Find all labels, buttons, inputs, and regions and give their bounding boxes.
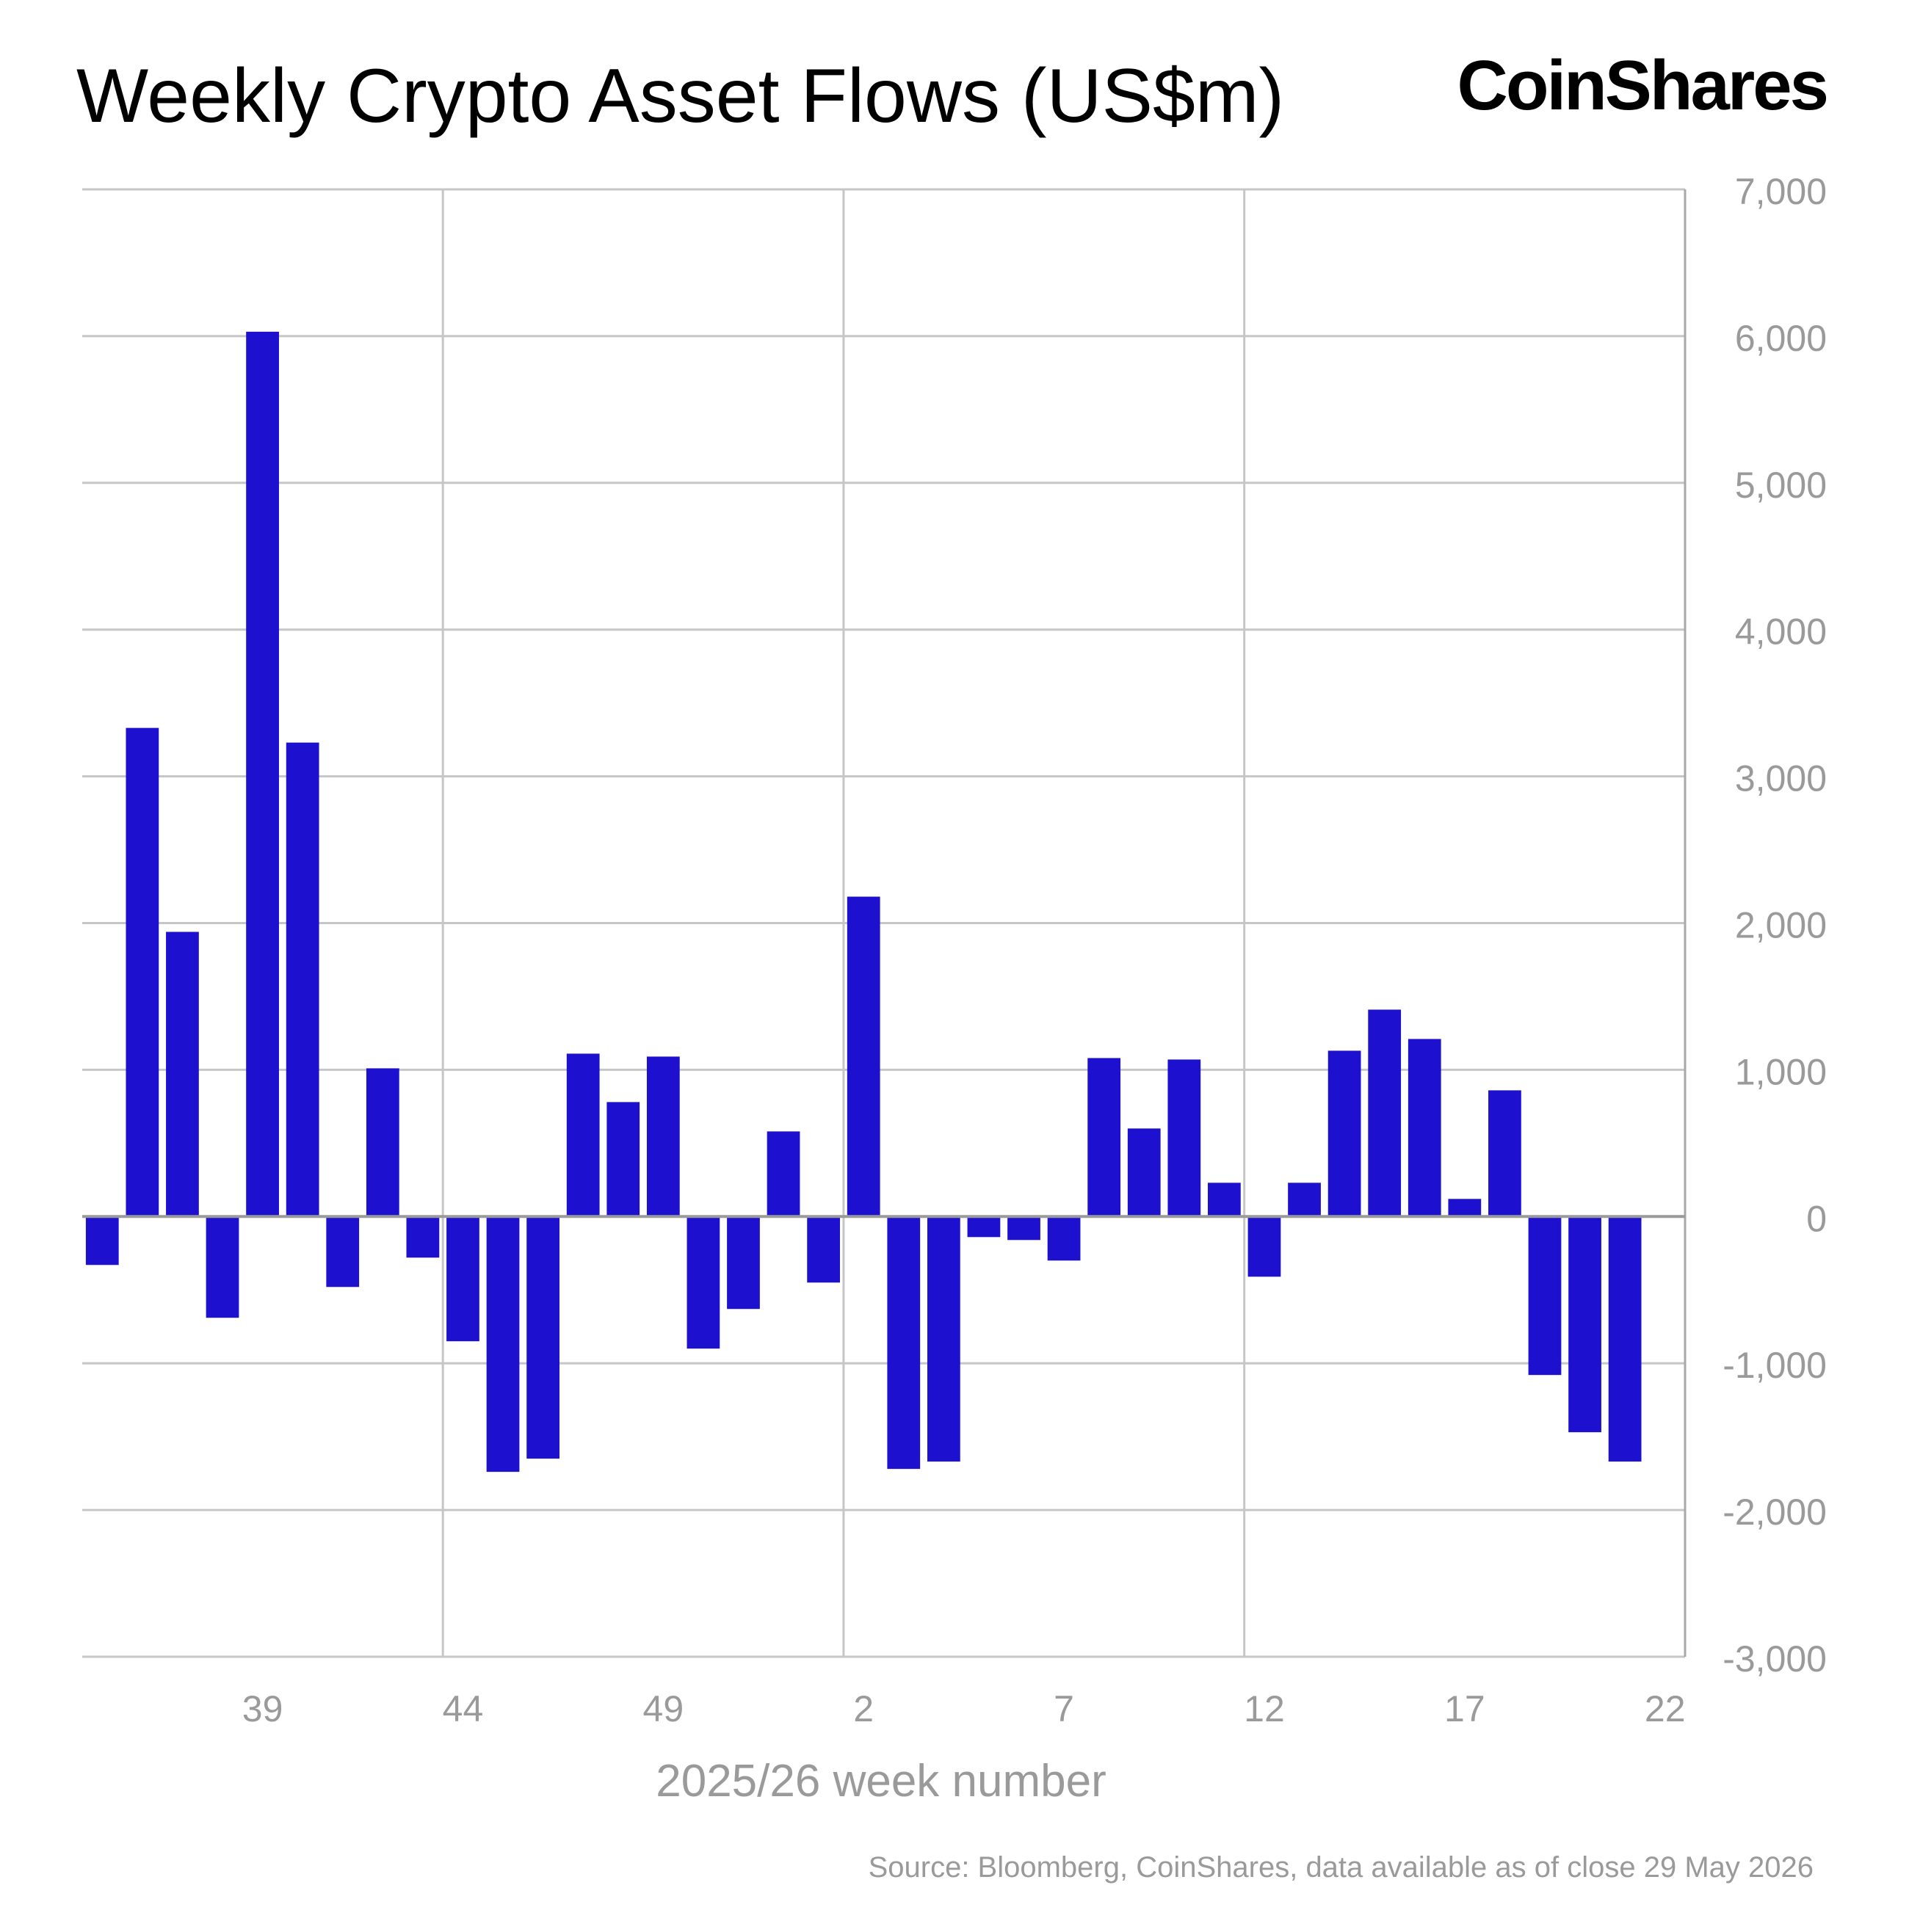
x-tick-label: 17 — [1444, 1688, 1485, 1729]
y-tick-label: 6,000 — [1735, 318, 1827, 359]
bar-week-14 — [1327, 1050, 1361, 1217]
bar-week-17 — [1448, 1199, 1482, 1217]
grid-lines — [82, 188, 1685, 1658]
y-tick-label: 2,000 — [1735, 905, 1827, 946]
bar-week-9 — [1127, 1128, 1161, 1217]
bar-week-5 — [967, 1216, 1001, 1238]
tick-labels: 7,000 6,000 5,000 4,000 3,000 2,000 1,000 0 -1,0… — [242, 171, 1827, 1729]
bar-week-1 — [807, 1216, 841, 1283]
y-tick-label: 1,000 — [1735, 1051, 1827, 1092]
bar-week-18 — [1488, 1090, 1521, 1217]
bar-week-15 — [1368, 1009, 1402, 1217]
bar-week-13 — [1288, 1183, 1321, 1217]
bar-week-11 — [1208, 1183, 1241, 1217]
x-tick-label: 22 — [1645, 1688, 1686, 1729]
bar-week-35 — [85, 1216, 119, 1265]
bar-week-7 — [1047, 1216, 1081, 1261]
bar-week-39 — [246, 331, 279, 1217]
x-tick-label: 7 — [1054, 1688, 1074, 1729]
bar-week-44 — [446, 1216, 479, 1342]
bar-week-12 — [1247, 1216, 1281, 1277]
bar-week-41 — [326, 1216, 360, 1288]
y-tick-label: 0 — [1806, 1198, 1827, 1239]
bar-week-42 — [366, 1068, 399, 1217]
bar-week-50 — [687, 1216, 720, 1349]
bar-week-40 — [286, 742, 319, 1217]
x-tick-label: 44 — [443, 1688, 484, 1729]
bar-week-52 — [767, 1131, 800, 1217]
bar-week-2 — [847, 896, 880, 1217]
bar-week-6 — [1007, 1216, 1040, 1241]
bar-week-37 — [166, 932, 199, 1217]
y-tick-label: -1,000 — [1723, 1345, 1827, 1386]
bar-week-16 — [1408, 1039, 1441, 1217]
bar-week-8 — [1087, 1058, 1121, 1217]
bar-week-49 — [646, 1056, 680, 1217]
bar-week-36 — [126, 727, 159, 1217]
y-tick-label: 3,000 — [1735, 758, 1827, 799]
x-tick-label: 49 — [643, 1688, 684, 1729]
coinshares-logo: CoinShares — [1457, 46, 1829, 125]
x-axis-label: 2025/26 week number — [656, 1756, 1106, 1806]
bar-week-10 — [1167, 1059, 1201, 1217]
y-tick-label: -2,000 — [1723, 1492, 1827, 1533]
x-tick-label: 39 — [242, 1688, 283, 1729]
x-tick-label: 2 — [853, 1688, 874, 1729]
source-note: Source: Bloomberg, CoinShares, data avai… — [868, 1851, 1814, 1884]
y-tick-label: -3,000 — [1723, 1638, 1827, 1679]
axes — [82, 189, 1687, 1657]
bar-week-47 — [566, 1053, 600, 1217]
bar-week-48 — [606, 1102, 640, 1217]
y-tick-label: 4,000 — [1735, 611, 1827, 653]
bar-series — [85, 331, 1642, 1472]
bar-week-4 — [927, 1216, 960, 1462]
y-tick-label: 7,000 — [1735, 171, 1827, 212]
bar-week-38 — [206, 1216, 239, 1318]
x-tick-label: 12 — [1244, 1688, 1285, 1729]
bar-week-43 — [406, 1216, 440, 1258]
bar-week-20 — [1568, 1216, 1601, 1433]
y-tick-label: 5,000 — [1735, 465, 1827, 506]
chart-title: Weekly Crypto Asset Flows (US$m) — [76, 54, 1285, 139]
bar-week-21 — [1608, 1216, 1642, 1462]
bar-week-46 — [526, 1216, 559, 1459]
bar-week-19 — [1528, 1216, 1562, 1376]
bar-week-3 — [887, 1216, 921, 1470]
bar-week-51 — [727, 1216, 760, 1310]
bar-week-45 — [486, 1216, 520, 1472]
